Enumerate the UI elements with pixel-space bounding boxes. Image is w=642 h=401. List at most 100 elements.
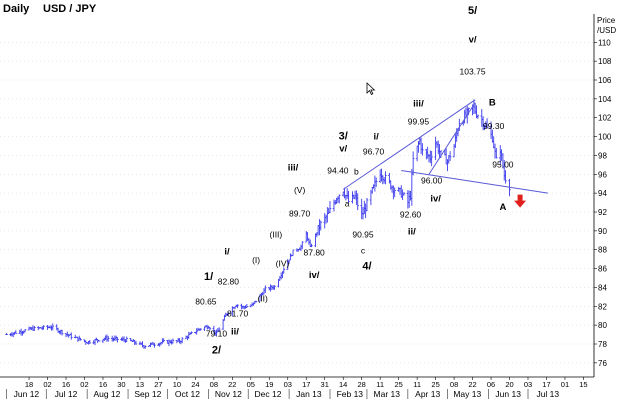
wave-label: 92.60 bbox=[400, 210, 422, 220]
ohlc-bar bbox=[439, 150, 443, 159]
y-tick-label: 108 bbox=[598, 57, 612, 66]
ohlc-bar bbox=[79, 337, 82, 341]
wave-label: 87.80 bbox=[304, 247, 326, 257]
y-tick-label: 98 bbox=[598, 151, 607, 160]
wave-label: c bbox=[361, 245, 366, 255]
x-tick-label: 17 bbox=[542, 380, 550, 389]
x-tick-label: 24 bbox=[191, 380, 199, 389]
y-tick-label: 104 bbox=[598, 95, 612, 104]
ohlc-bar bbox=[125, 336, 129, 342]
x-tick-label: 05 bbox=[247, 380, 255, 389]
ohlc-bar bbox=[411, 151, 415, 176]
x-tick-label: 11 bbox=[376, 380, 384, 389]
y-tick-label: 92 bbox=[598, 208, 607, 217]
x-tick-label: 22 bbox=[228, 380, 236, 389]
y-tick-label: 88 bbox=[598, 246, 607, 255]
month-label: Nov 12 bbox=[215, 389, 242, 399]
ohlc-bar bbox=[42, 325, 45, 330]
wave-label: 80.65 bbox=[195, 296, 217, 306]
wave-label: b bbox=[354, 166, 359, 176]
ohlc-bar bbox=[106, 335, 110, 342]
x-tick-label: 08 bbox=[210, 380, 218, 389]
month-label: Jul 13 bbox=[536, 389, 559, 399]
month-label: Sep 12 bbox=[134, 389, 161, 399]
y-tick-label: 94 bbox=[598, 189, 607, 198]
month-label: Jun 12 bbox=[14, 389, 40, 399]
wave-label: ii/ bbox=[231, 327, 239, 338]
wave-label: iv/ bbox=[430, 194, 441, 205]
ohlc-bar bbox=[476, 114, 480, 119]
price-axis-label: Price bbox=[597, 16, 616, 25]
x-tick-label: 06 bbox=[487, 380, 495, 389]
x-tick-label: 18 bbox=[25, 380, 33, 389]
x-tick-label: 13 bbox=[136, 380, 144, 389]
ohlc-bar bbox=[254, 300, 258, 303]
month-label: Jan 13 bbox=[296, 389, 322, 399]
trendline bbox=[401, 170, 548, 194]
wave-label: B bbox=[489, 97, 496, 108]
wave-label: 82.80 bbox=[218, 277, 240, 287]
ohlc-bar bbox=[153, 342, 156, 348]
y-tick-label: 80 bbox=[598, 321, 607, 330]
y-tick-label: 100 bbox=[598, 133, 612, 142]
month-label: Jul 12 bbox=[55, 389, 78, 399]
x-tick-label: 25 bbox=[394, 380, 402, 389]
ohlc-bar bbox=[291, 249, 295, 257]
wave-label: 5/ bbox=[468, 5, 477, 17]
y-tick-label: 90 bbox=[598, 227, 607, 236]
trendline bbox=[342, 99, 476, 190]
ohlc-bar bbox=[199, 328, 202, 331]
ohlc-bar bbox=[356, 193, 360, 211]
y-tick-label: 86 bbox=[598, 265, 607, 274]
ohlc-bar bbox=[485, 118, 489, 129]
wave-label: a bbox=[345, 198, 350, 208]
wave-label: 99.95 bbox=[408, 116, 430, 126]
ohlc-bar bbox=[171, 338, 175, 344]
ohlc-bar bbox=[319, 220, 323, 231]
ohlc-bar bbox=[60, 329, 64, 336]
trendlines bbox=[342, 99, 548, 194]
wave-label: 81.70 bbox=[227, 309, 249, 319]
x-tick-label: 19 bbox=[265, 380, 273, 389]
ohlc-bar bbox=[328, 201, 332, 214]
wave-label: (I) bbox=[252, 255, 260, 265]
wave-label: 96.00 bbox=[421, 176, 443, 186]
wave-label: v/ bbox=[339, 144, 347, 155]
x-tick-label: 10 bbox=[173, 380, 181, 389]
x-tick-label: 15 bbox=[579, 380, 587, 389]
wave-label: ii/ bbox=[408, 227, 416, 238]
ohlc-bar bbox=[236, 304, 239, 309]
wave-label: 1/ bbox=[204, 271, 213, 283]
y-tick-label: 102 bbox=[598, 114, 612, 123]
ohlc-bar bbox=[190, 331, 193, 335]
ohlc-bar bbox=[458, 118, 461, 131]
wave-label: iii/ bbox=[413, 98, 424, 109]
x-tick-label: 02 bbox=[43, 380, 51, 389]
wave-label: 99.30 bbox=[483, 121, 505, 131]
ohlc-bar bbox=[337, 194, 341, 204]
x-tick-label: 11 bbox=[413, 380, 421, 389]
x-tick-label: 17 bbox=[302, 380, 310, 389]
x-tick-label: 25 bbox=[431, 380, 439, 389]
price-axis-unit: /USD bbox=[597, 26, 616, 35]
wave-label: (II) bbox=[257, 294, 268, 304]
ohlc-bar bbox=[69, 332, 73, 340]
ohlc-bar bbox=[365, 197, 369, 212]
ohlc-bar bbox=[245, 303, 249, 308]
ohlc-bar bbox=[97, 340, 101, 342]
symbol-label: USD / JPY bbox=[43, 3, 97, 15]
wave-label: 89.70 bbox=[289, 209, 311, 219]
ohlc-bar bbox=[217, 327, 221, 332]
ohlc-bar bbox=[495, 147, 498, 159]
ohlc-bar bbox=[374, 177, 378, 187]
ohlc-bar bbox=[300, 241, 304, 250]
wave-label: i/ bbox=[224, 246, 230, 257]
x-tick-label: 01 bbox=[561, 380, 569, 389]
wave-label: iv/ bbox=[309, 270, 320, 281]
ohlc-bar bbox=[273, 285, 276, 290]
wave-label: 2/ bbox=[212, 344, 221, 356]
wave-label: A bbox=[499, 202, 506, 213]
x-tick-label: 30 bbox=[117, 380, 125, 389]
wave-label: 103.75 bbox=[460, 66, 486, 76]
ohlc-bar bbox=[33, 325, 36, 331]
